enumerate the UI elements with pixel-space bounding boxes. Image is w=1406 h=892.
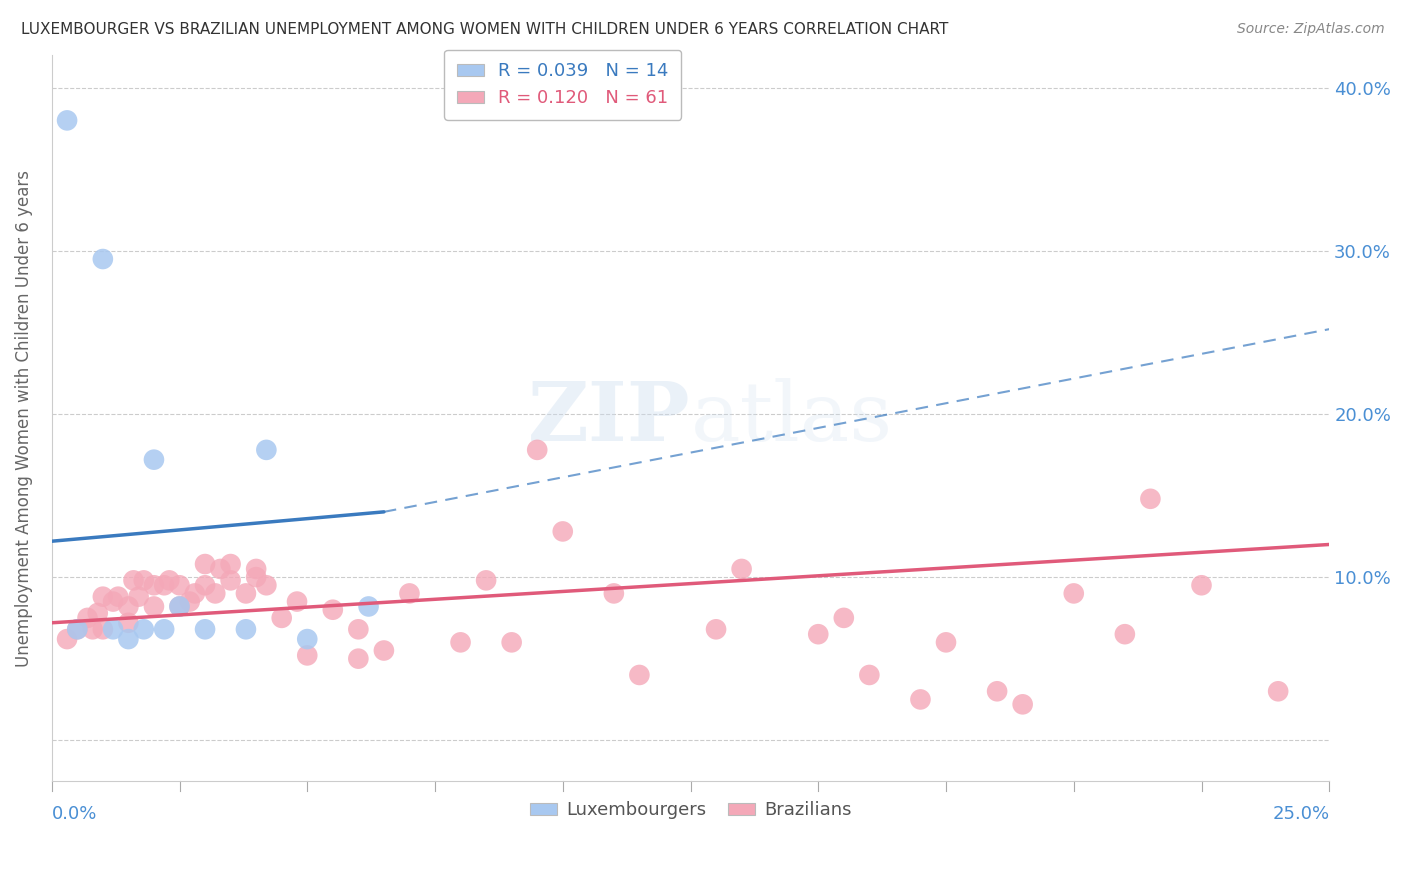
Point [1063,586,1085,600]
Point [194,557,217,571]
Text: Source: ZipAtlas.com: Source: ZipAtlas.com [1237,22,1385,37]
Point [245,570,267,584]
Point [117,632,139,646]
Point [832,611,855,625]
Point [986,684,1008,698]
Point [179,594,201,608]
Point [204,586,226,600]
Point [157,574,180,588]
Point [76,611,98,625]
Point [101,622,124,636]
Point [285,594,308,608]
Text: LUXEMBOURGER VS BRAZILIAN UNEMPLOYMENT AMONG WOMEN WITH CHILDREN UNDER 6 YEARS C: LUXEMBOURGER VS BRAZILIAN UNEMPLOYMENT A… [21,22,949,37]
Point [87,606,110,620]
Point [910,692,932,706]
Point [132,622,155,636]
Point [122,574,145,588]
Point [169,578,191,592]
Point [807,627,830,641]
Point [91,622,114,636]
Point [270,611,292,625]
Point [184,586,207,600]
Point [526,442,548,457]
Text: 25.0%: 25.0% [1272,805,1329,823]
Point [628,668,651,682]
Point [142,452,165,467]
Point [56,632,79,646]
Point [153,622,176,636]
Point [194,578,217,592]
Point [398,586,420,600]
Point [935,635,957,649]
Point [219,557,242,571]
Text: atlas: atlas [690,378,893,458]
Point [235,586,257,600]
Point [66,622,89,636]
Point [704,622,727,636]
Point [1139,491,1161,506]
Point [142,599,165,614]
Point [56,113,79,128]
Point [107,590,129,604]
Point [603,586,626,600]
Point [347,651,370,665]
Point [501,635,523,649]
Point [1267,684,1289,698]
Y-axis label: Unemployment Among Women with Children Under 6 years: Unemployment Among Women with Children U… [15,169,32,666]
Point [373,643,395,657]
Point [551,524,574,539]
Point [254,442,277,457]
Text: 0.0%: 0.0% [52,805,97,823]
Point [1114,627,1136,641]
Point [117,599,139,614]
Point [128,590,150,604]
Point [82,622,104,636]
Point [475,574,498,588]
Point [245,562,267,576]
Point [91,590,114,604]
Point [858,668,880,682]
Point [91,252,114,266]
Point [101,594,124,608]
Point [117,615,139,630]
Point [322,603,344,617]
Point [357,599,380,614]
Text: ZIP: ZIP [527,378,690,458]
Point [730,562,752,576]
Legend: Luxembourgers, Brazilians: Luxembourgers, Brazilians [523,794,859,826]
Point [153,578,176,592]
Point [450,635,472,649]
Point [235,622,257,636]
Point [142,578,165,592]
Point [297,632,319,646]
Point [169,599,191,614]
Point [1011,698,1033,712]
Point [1191,578,1213,592]
Point [169,599,191,614]
Point [219,574,242,588]
Point [347,622,370,636]
Point [66,622,89,636]
Point [132,574,155,588]
Point [297,648,319,663]
Point [194,622,217,636]
Point [209,562,232,576]
Point [254,578,277,592]
